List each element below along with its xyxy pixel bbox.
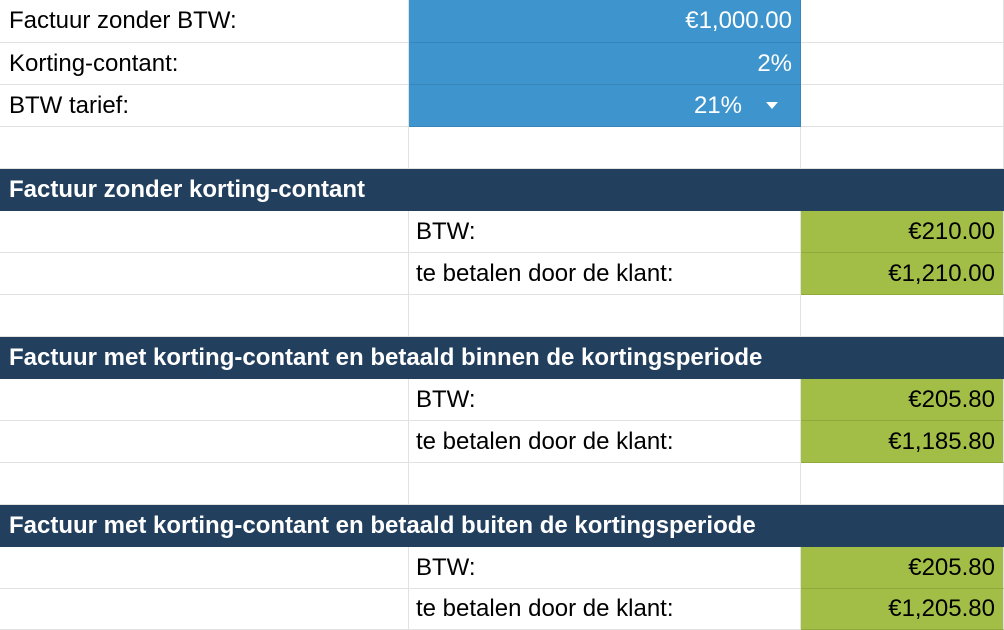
row-btw: BTW: €210.00 xyxy=(0,211,1004,253)
row-total: te betalen door de klant: €1,210.00 xyxy=(0,253,1004,295)
empty-cell[interactable] xyxy=(801,0,1004,43)
empty-cell[interactable] xyxy=(409,463,801,505)
btw-label[interactable]: BTW: xyxy=(409,211,801,253)
total-value[interactable]: €1,205.80 xyxy=(801,589,1004,630)
row-total: te betalen door de klant: €1,185.80 xyxy=(0,421,1004,463)
total-value[interactable]: €1,210.00 xyxy=(801,253,1004,295)
empty-cell[interactable] xyxy=(801,295,1004,337)
empty-cell[interactable] xyxy=(801,85,1004,127)
btw-value[interactable]: €205.80 xyxy=(801,547,1004,589)
row-empty xyxy=(0,463,1004,505)
row-btw: BTW: €205.80 xyxy=(0,379,1004,421)
empty-cell[interactable] xyxy=(0,379,409,421)
section-header-row: Factuur met korting-contant en betaald b… xyxy=(0,337,1004,379)
empty-cell[interactable] xyxy=(801,463,1004,505)
empty-cell[interactable] xyxy=(801,43,1004,85)
cash-discount-input[interactable]: 2% xyxy=(409,43,801,85)
empty-cell[interactable] xyxy=(0,211,409,253)
vat-rate-value: 21% xyxy=(693,91,742,119)
btw-value[interactable]: €210.00 xyxy=(801,211,1004,253)
row-btw: BTW: €205.80 xyxy=(0,547,1004,589)
empty-cell[interactable] xyxy=(801,127,1004,169)
empty-cell[interactable] xyxy=(0,127,409,169)
section-header-row: Factuur met korting-contant en betaald b… xyxy=(0,505,1004,547)
section-header-discount-within-period[interactable]: Factuur met korting-contant en betaald b… xyxy=(0,337,1004,379)
vat-rate-label[interactable]: BTW tarief: xyxy=(0,85,409,127)
empty-cell[interactable] xyxy=(0,463,409,505)
section-header-discount-outside-period[interactable]: Factuur met korting-contant en betaald b… xyxy=(0,505,1004,547)
row-empty xyxy=(0,127,1004,169)
section-header-row: Factuur zonder korting-contant xyxy=(0,169,1004,211)
row-empty xyxy=(0,295,1004,337)
section-header-no-discount[interactable]: Factuur zonder korting-contant xyxy=(0,169,1004,211)
empty-cell[interactable] xyxy=(0,547,409,589)
row-total: te betalen door de klant: €1,205.80 xyxy=(0,589,1004,630)
empty-cell[interactable] xyxy=(0,589,409,630)
total-label[interactable]: te betalen door de klant: xyxy=(409,421,801,463)
empty-cell[interactable] xyxy=(409,127,801,169)
dropdown-arrow-icon[interactable] xyxy=(766,102,778,109)
total-value[interactable]: €1,185.80 xyxy=(801,421,1004,463)
invoice-amount-input[interactable]: €1,000.00 xyxy=(409,0,801,43)
vat-rate-dropdown[interactable]: 21% xyxy=(409,85,801,127)
row-invoice-amount: Factuur zonder BTW: €1,000.00 xyxy=(0,0,1004,43)
total-label[interactable]: te betalen door de klant: xyxy=(409,253,801,295)
empty-cell[interactable] xyxy=(0,295,409,337)
btw-value[interactable]: €205.80 xyxy=(801,379,1004,421)
cash-discount-label[interactable]: Korting-contant: xyxy=(0,43,409,85)
btw-label[interactable]: BTW: xyxy=(409,547,801,589)
total-label[interactable]: te betalen door de klant: xyxy=(409,589,801,630)
row-vat-rate: BTW tarief: 21% xyxy=(0,85,1004,127)
btw-label[interactable]: BTW: xyxy=(409,379,801,421)
row-cash-discount: Korting-contant: 2% xyxy=(0,43,1004,85)
invoice-amount-label[interactable]: Factuur zonder BTW: xyxy=(0,0,409,43)
empty-cell[interactable] xyxy=(409,295,801,337)
empty-cell[interactable] xyxy=(0,253,409,295)
empty-cell[interactable] xyxy=(0,421,409,463)
